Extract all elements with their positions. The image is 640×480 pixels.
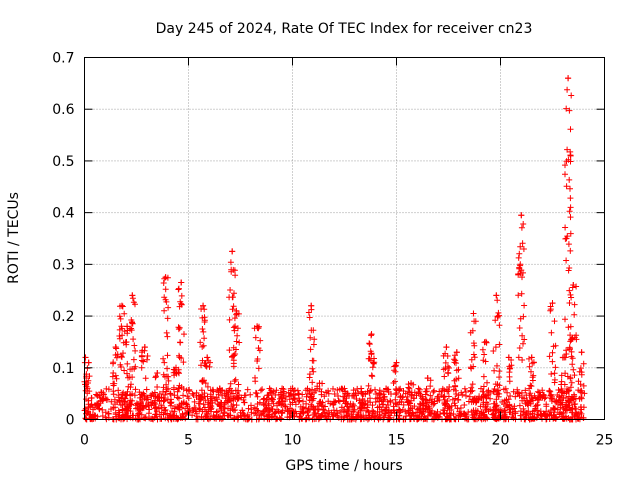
x-tick-label: 5 <box>184 433 193 449</box>
y-tick-label: 0.2 <box>52 309 74 325</box>
x-tick-label: 0 <box>80 433 89 449</box>
x-tick-label: 25 <box>596 433 614 449</box>
y-tick-label: 0 <box>66 413 75 429</box>
peak-point-24 <box>368 331 375 338</box>
peak-point-32 <box>482 338 489 345</box>
y-tick-label: 0.6 <box>52 102 74 118</box>
peak-point-0 <box>82 354 89 361</box>
peak-point-39 <box>565 75 572 82</box>
x-tick-labels: 0 5 10 15 20 25 <box>80 433 613 449</box>
x-tick-label: 20 <box>492 433 510 449</box>
peak-point-20 <box>308 302 315 309</box>
peak-point-38 <box>559 354 566 361</box>
peak-point-33 <box>493 292 500 299</box>
peak-point-26 <box>393 359 400 366</box>
peak-point-27 <box>408 380 415 387</box>
peak-point-1 <box>85 359 92 366</box>
peak-point-41 <box>578 349 585 356</box>
peak-point-28 <box>424 375 431 382</box>
peak-point-17 <box>266 385 273 392</box>
plot-frame <box>84 57 605 420</box>
peak-point-16 <box>254 323 261 330</box>
peak-point-25 <box>383 385 390 392</box>
peak-point-10 <box>178 279 185 286</box>
peak-point-36 <box>528 354 535 361</box>
peak-point-12 <box>204 354 211 361</box>
peak-point-40 <box>570 282 577 289</box>
peak-point-31 <box>470 310 477 317</box>
peak-point-30 <box>453 349 460 356</box>
peak-point-5 <box>129 292 136 299</box>
peak-point-23 <box>358 385 365 392</box>
y-tick-label: 0.5 <box>52 154 74 170</box>
x-axis-label: GPS time / hours <box>285 458 402 474</box>
peak-point-3 <box>118 302 125 309</box>
peak-point-7 <box>154 369 161 376</box>
axis-ticks <box>84 57 605 420</box>
peak-point-6 <box>141 344 148 351</box>
x-tick-label: 10 <box>284 433 302 449</box>
y-tick-label: 0.3 <box>52 257 74 273</box>
peak-point-29 <box>443 344 450 351</box>
peak-point-13 <box>216 385 223 392</box>
peak-point-8 <box>162 274 169 281</box>
roti-markers <box>81 75 588 423</box>
peak-point-21 <box>316 380 323 387</box>
peak-point-35 <box>518 212 525 219</box>
y-tick-labels: 0 0.1 0.2 0.3 0.4 0.5 0.6 0.7 <box>52 51 74 429</box>
peak-point-14 <box>229 248 236 255</box>
peak-point-11 <box>200 302 207 309</box>
chart-title: Day 245 of 2024, Rate Of TEC Index for r… <box>156 21 533 37</box>
peak-point-19 <box>289 385 296 392</box>
peak-point-9 <box>173 364 180 371</box>
grid <box>84 57 605 420</box>
y-tick-label: 0.4 <box>52 206 74 222</box>
peak-point-22 <box>341 385 348 392</box>
peak-point-18 <box>279 385 286 392</box>
y-axis-label: ROTI / TECUs <box>6 192 22 284</box>
peak-point-15 <box>233 307 240 314</box>
data-points <box>81 75 588 423</box>
peak-point-4 <box>124 323 131 330</box>
x-tick-label: 15 <box>388 433 406 449</box>
y-tick-label: 0.7 <box>52 51 74 67</box>
peak-point-2 <box>112 344 119 351</box>
peak-point-37 <box>549 300 556 307</box>
peak-point-34 <box>505 354 512 361</box>
y-tick-label: 0.1 <box>52 361 74 377</box>
